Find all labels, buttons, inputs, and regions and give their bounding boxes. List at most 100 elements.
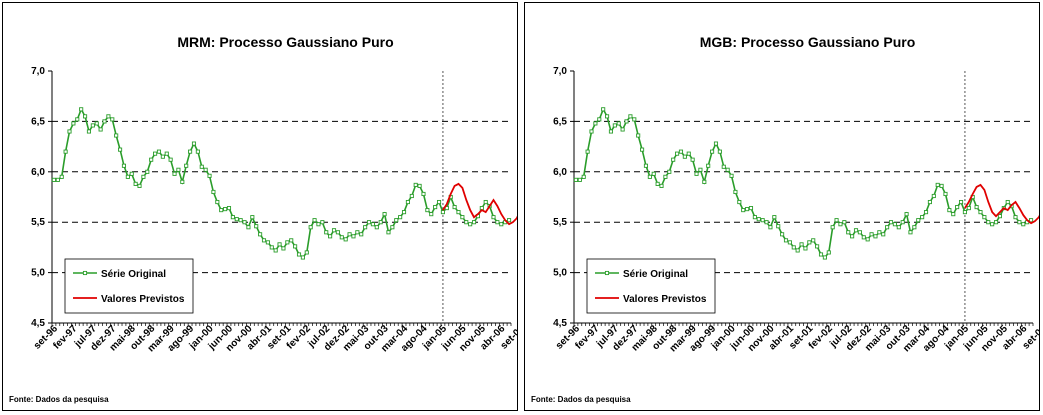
series-original-point — [215, 199, 220, 205]
legend-label-original: Série Original — [101, 269, 166, 280]
y-tick-label: 6,5 — [31, 116, 45, 127]
series-original-point — [842, 220, 847, 225]
series-original-point — [1013, 215, 1018, 220]
series-original-point — [717, 149, 722, 154]
series-original-point — [885, 225, 890, 230]
series-original-point — [429, 212, 434, 217]
source-note: Fonte: Dados da pesquisa — [9, 395, 109, 404]
series-original-point — [768, 225, 773, 230]
series-original-point — [877, 230, 882, 235]
series-original-point — [176, 167, 181, 172]
series-original-point — [892, 222, 897, 227]
series-original-point — [94, 121, 99, 126]
series-original-point — [1021, 222, 1026, 227]
series-original-point — [978, 210, 983, 215]
series-original-point — [304, 250, 309, 255]
series-original-point — [725, 167, 730, 172]
series-original-point — [172, 171, 177, 176]
chart-title: MGB: Processo Gaussiano Puro — [700, 34, 916, 50]
series-original-point — [405, 199, 410, 205]
series-original-point — [721, 164, 726, 169]
series-original-point — [153, 151, 158, 156]
legend: Série Original Valores Previstos — [64, 258, 194, 314]
series-original-point — [308, 225, 313, 230]
series-original-point — [281, 246, 286, 251]
series-original-point — [366, 220, 372, 225]
series-original-point — [370, 222, 375, 227]
series-original-point — [601, 107, 606, 112]
legend-label-original: Série Original — [623, 269, 688, 280]
series-original-point — [573, 177, 578, 182]
series-original-point — [678, 149, 684, 154]
series-original-point — [803, 246, 808, 251]
chart-panel-mrm: MRM: Processo Gaussiano Puro 4,5 5,0 5,5 6,0… — [2, 2, 518, 411]
series-original-point — [335, 230, 340, 235]
series-original-point — [881, 232, 886, 237]
series-original-point — [927, 199, 932, 205]
series-original-point — [378, 220, 383, 225]
series-original-point — [285, 240, 290, 245]
series-original-point — [900, 220, 905, 225]
series-original-point — [401, 210, 407, 215]
series-original-point — [585, 149, 590, 154]
series-original-point — [398, 215, 403, 220]
series-original-point — [386, 230, 391, 235]
series-original-point — [421, 191, 426, 197]
series-original-point — [624, 119, 629, 124]
y-tick-label: 5,0 — [31, 268, 45, 279]
series-original-point — [904, 212, 909, 217]
series-original-point — [608, 129, 614, 134]
series-original-point — [655, 181, 660, 186]
series-original-point — [363, 225, 368, 230]
series-original-point — [339, 235, 344, 240]
series-original-point — [67, 129, 72, 134]
series-original-point — [296, 252, 302, 257]
line-chart-mrm: MRM: Processo Gaussiano Puro 4,5 5,0 5,5 6,0… — [31, 34, 517, 354]
series-original-point — [207, 173, 212, 178]
series-original-point — [211, 189, 216, 195]
series-original-point — [811, 238, 816, 243]
legend-original-marker — [604, 270, 610, 276]
legend-label-forecast: Valores Previstos — [101, 294, 185, 305]
series-original-point — [258, 232, 263, 237]
series-original-point — [865, 237, 870, 242]
series-original-point — [324, 230, 329, 235]
series-original-point — [495, 220, 500, 225]
series-original-point — [597, 117, 602, 122]
series-original-point — [939, 183, 944, 188]
y-tick-label: 7,0 — [31, 66, 45, 77]
series-original-point — [955, 205, 960, 210]
series-original-point — [226, 206, 232, 211]
series-original-point — [826, 250, 831, 255]
series-original-point — [815, 244, 820, 249]
series-original-point — [347, 232, 352, 237]
series-original-point — [787, 240, 792, 245]
y-tick-label: 6,0 — [553, 167, 567, 178]
series-original-point — [250, 215, 255, 220]
series-original-point — [850, 234, 855, 239]
series-original-point — [86, 129, 92, 134]
series-original-point — [947, 208, 952, 213]
series-original-point — [164, 151, 169, 156]
series-original-point — [456, 210, 461, 215]
series-original-point — [195, 149, 200, 154]
series-original-point — [772, 215, 777, 220]
series-original-point — [106, 114, 111, 119]
y-tick-label: 5,5 — [31, 217, 45, 228]
legend-original-marker — [82, 270, 88, 276]
series-original-point — [191, 141, 197, 146]
series-original-point — [741, 208, 746, 213]
series-original-point — [943, 191, 948, 197]
series-original-point — [706, 163, 711, 168]
series-original-point — [468, 222, 473, 227]
series-original-point — [659, 183, 664, 188]
series-original-point — [982, 215, 987, 220]
series-original-point — [98, 127, 103, 132]
series-original-point — [234, 217, 239, 222]
series-original-point — [417, 183, 422, 188]
series-original-point — [149, 157, 154, 162]
legend-label-forecast: Valores Previstos — [623, 294, 707, 305]
series-original-point — [273, 248, 278, 253]
series-original-point — [647, 174, 652, 179]
series-original-point — [1005, 199, 1010, 205]
